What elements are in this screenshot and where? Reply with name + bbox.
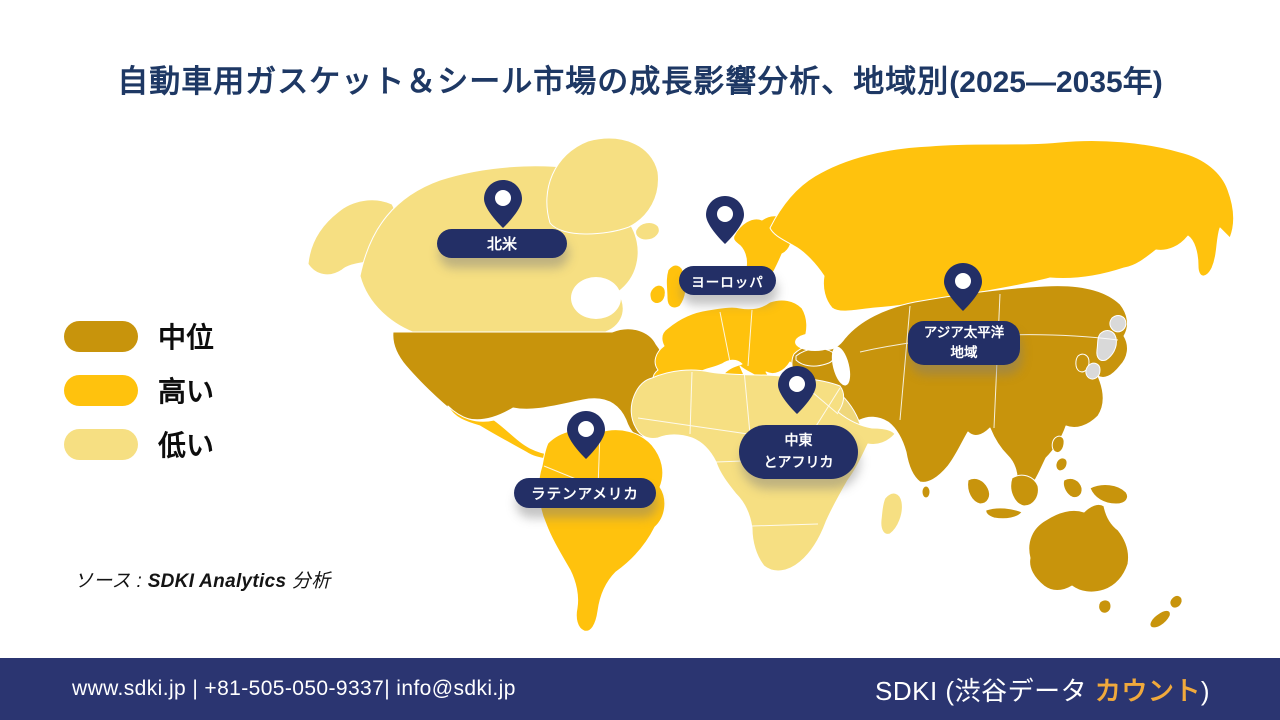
legend-swatch-high xyxy=(64,374,138,406)
region-japan-kyushu xyxy=(1085,362,1101,380)
pin-label-asia-pacific: アジア太平洋 地域 xyxy=(908,321,1020,365)
source-brand: SDKI Analytics xyxy=(147,571,287,592)
page-title-text: 自動車用ガスケット＆シール市場の成長影響分析、地域別 xyxy=(117,64,950,99)
location-pin-icon xyxy=(944,263,982,311)
region-australia xyxy=(1028,503,1129,593)
region-japan-hokkaido xyxy=(1109,315,1127,333)
region-south-america xyxy=(538,429,666,632)
region-ireland xyxy=(649,284,666,304)
location-pin-icon xyxy=(484,180,522,228)
legend: 中位 高い 低い xyxy=(64,316,214,478)
caspian-sea xyxy=(831,346,851,386)
pin-label-latin-america: ラテンアメリカ xyxy=(514,478,656,508)
region-tasmania xyxy=(1098,599,1112,614)
legend-swatch-low xyxy=(64,428,138,460)
legend-item-medium: 中位 xyxy=(64,316,214,356)
region-borneo xyxy=(1010,474,1039,507)
location-pin-icon xyxy=(706,196,744,244)
source-prefix: ソース : xyxy=(74,571,148,592)
legend-item-high: 高い xyxy=(64,370,214,410)
region-new-zealand-south xyxy=(1149,609,1171,629)
region-usa xyxy=(392,328,663,438)
footer-brand-highlight: カウント xyxy=(1094,675,1201,706)
region-iceland xyxy=(635,222,660,241)
region-new-guinea xyxy=(1089,484,1129,505)
region-greenland xyxy=(546,137,659,235)
legend-item-low: 低い xyxy=(64,424,214,464)
source-suffix: 分析 xyxy=(286,571,331,592)
pin-label-north-america: 北米 xyxy=(437,229,567,258)
region-philippines xyxy=(1051,435,1065,454)
region-new-zealand-north xyxy=(1169,594,1183,609)
hudson-bay xyxy=(571,277,621,319)
footer-brand: SDKI (渋谷データ カウント) xyxy=(875,671,1210,708)
region-philippines-south xyxy=(1055,457,1068,472)
legend-label-low: 低い xyxy=(158,430,215,461)
region-sumatra xyxy=(967,477,991,505)
world-map xyxy=(307,137,1235,632)
page-title: 自動車用ガスケット＆シール市場の成長影響分析、地域別(2025—2035年) xyxy=(0,56,1280,101)
legend-swatch-medium xyxy=(64,320,138,352)
footer-brand-prefix: SDKI (渋谷データ xyxy=(875,675,1095,706)
source-note: ソース : SDKI Analytics 分析 xyxy=(74,566,331,593)
footer-brand-suffix: ) xyxy=(1200,675,1210,706)
black-sea xyxy=(795,333,835,351)
region-sri-lanka xyxy=(921,485,931,499)
region-russia xyxy=(769,139,1235,312)
region-madagascar xyxy=(880,492,903,535)
pin-label-europe: ヨーロッパ xyxy=(679,266,776,295)
footer-contact: www.sdki.jp | +81-505-050-9337| info@sdk… xyxy=(72,677,516,700)
page-title-period: (2025—2035年) xyxy=(949,66,1163,99)
legend-label-medium: 中位 xyxy=(158,322,215,353)
location-pin-icon xyxy=(567,411,605,459)
region-java xyxy=(985,507,1023,520)
pin-label-middle-east-africa: 中東 とアフリカ xyxy=(739,425,858,479)
legend-label-high: 高い xyxy=(158,376,215,407)
location-pin-icon xyxy=(778,366,816,414)
region-sulawesi xyxy=(1062,477,1083,499)
footer-bar: www.sdki.jp | +81-505-050-9337| info@sdk… xyxy=(0,658,1280,720)
